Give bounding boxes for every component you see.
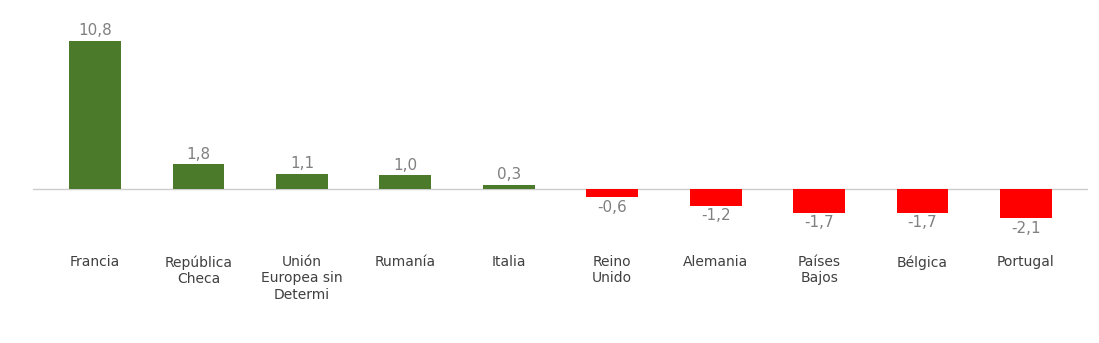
Text: -2,1: -2,1 bbox=[1011, 221, 1041, 236]
Text: -1,7: -1,7 bbox=[908, 215, 937, 230]
Text: 10,8: 10,8 bbox=[78, 23, 112, 38]
Text: 1,0: 1,0 bbox=[393, 158, 418, 173]
Bar bbox=[587, 189, 639, 198]
Bar bbox=[482, 185, 534, 189]
Text: 1,8: 1,8 bbox=[187, 147, 211, 162]
Bar bbox=[1000, 189, 1052, 218]
Bar bbox=[276, 174, 328, 189]
Bar bbox=[690, 189, 742, 206]
Text: -1,7: -1,7 bbox=[804, 215, 834, 230]
Text: -1,2: -1,2 bbox=[701, 209, 731, 223]
Bar bbox=[793, 189, 845, 213]
Bar bbox=[69, 40, 121, 189]
Text: -0,6: -0,6 bbox=[598, 200, 628, 215]
Text: 1,1: 1,1 bbox=[290, 156, 314, 171]
Bar bbox=[173, 164, 224, 189]
Text: 0,3: 0,3 bbox=[497, 167, 521, 182]
Bar bbox=[897, 189, 948, 213]
Bar bbox=[379, 175, 431, 189]
